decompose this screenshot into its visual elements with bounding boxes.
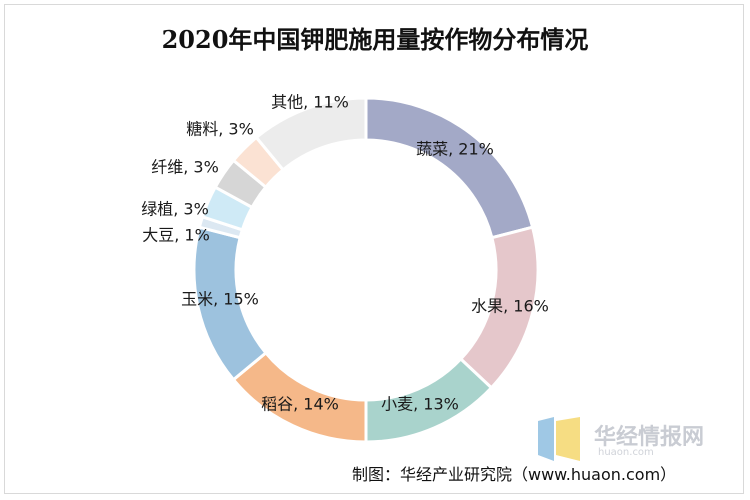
slice-1 [364, 96, 535, 240]
donut-labels: 蔬菜, 21% 水果, 16% 小麦, 13% 稻谷, 14% 玉米, 15% 大豆, 1… [141, 93, 549, 414]
slice-label-7: 绿植, 3% [141, 200, 209, 219]
watermark-logo: 华经情报网 huaon.com [536, 415, 746, 465]
slice-label-3: 小麦, 13% [381, 395, 459, 414]
slice-label-1: 蔬菜, 21% [416, 140, 494, 159]
watermark-url: huaon.com [598, 447, 654, 458]
donut-slices [192, 96, 540, 444]
slice-label-9: 糖料, 3% [186, 120, 254, 139]
chart-title: 2020年中国钾肥施用量按作物分布情况 [161, 25, 589, 54]
watermark-name: 华经情报网 [594, 425, 705, 450]
slice-label-6: 大豆, 1% [142, 226, 210, 245]
slice-label-4: 稻谷, 14% [261, 395, 339, 414]
slice-label-2: 水果, 16% [471, 297, 549, 316]
slice-10 [254, 96, 368, 172]
chart-frame [4, 4, 744, 494]
slice-label-10: 其他, 11% [271, 93, 349, 112]
slice-label-5: 玉米, 15% [181, 290, 259, 309]
logo-icon [538, 417, 580, 461]
slice-label-8: 纤维, 3% [151, 158, 219, 177]
source-note: 制图：华经产业研究院（www.huaon.com） [352, 465, 677, 484]
